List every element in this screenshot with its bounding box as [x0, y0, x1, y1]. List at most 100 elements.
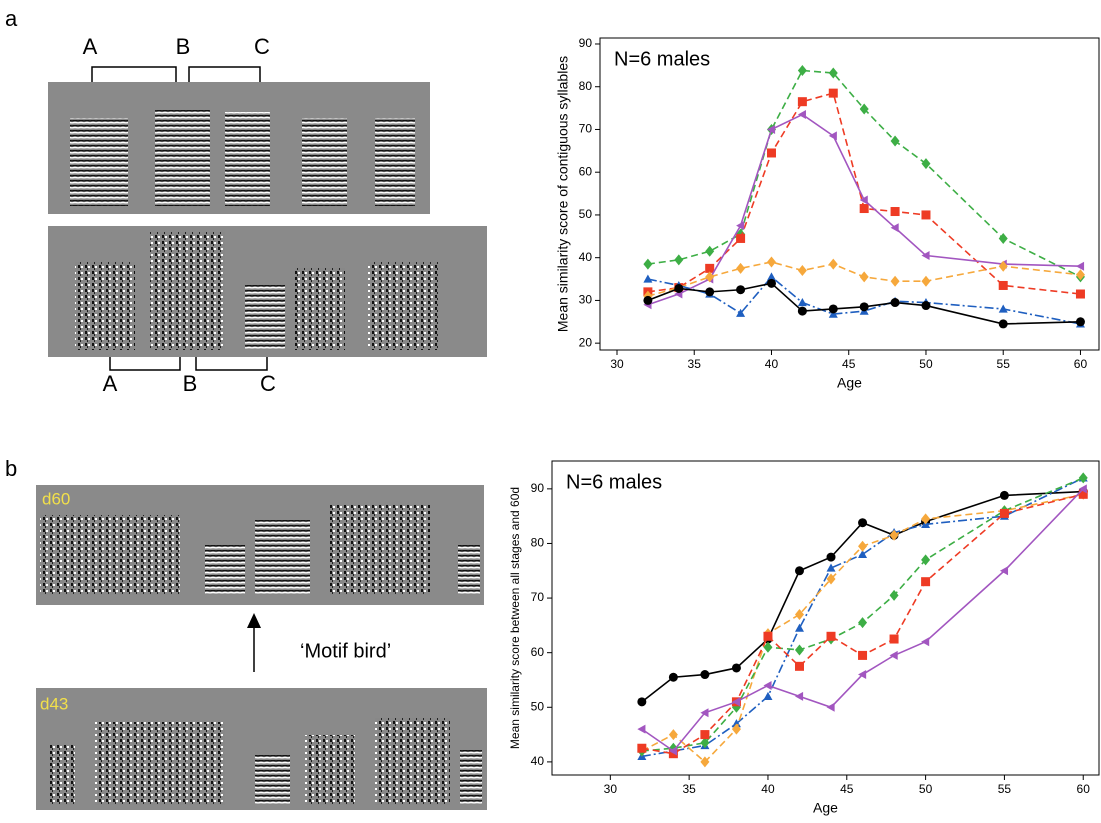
plot-frame	[551, 460, 1100, 776]
marker	[797, 306, 807, 316]
marker	[889, 589, 899, 601]
marker	[794, 691, 804, 701]
x-tick-label: 40	[765, 357, 779, 371]
marker	[794, 608, 804, 620]
marker	[643, 295, 653, 305]
y-tick-label: 80	[531, 536, 545, 550]
marker	[1078, 472, 1088, 484]
marker	[921, 577, 931, 587]
x-tick-label: 35	[682, 782, 696, 796]
y-tick-label: 70	[579, 122, 593, 136]
series-line	[647, 275, 1081, 325]
marker	[921, 275, 931, 287]
plot-frame	[599, 37, 1100, 351]
marker	[797, 64, 807, 76]
marker	[921, 554, 931, 566]
bracket	[91, 66, 261, 82]
y-axis-label: Mean similarity score between all stages…	[508, 487, 522, 749]
marker	[674, 254, 684, 266]
y-tick-label: 70	[531, 590, 545, 604]
marker	[731, 663, 741, 673]
marker	[828, 309, 838, 318]
series-line	[647, 69, 1081, 278]
y-axis-label: Mean similarity score of contiguous syll…	[555, 56, 571, 332]
marker	[858, 650, 868, 660]
series-line	[647, 92, 1081, 295]
marker	[766, 278, 776, 288]
y-tick-label: 90	[579, 36, 593, 50]
marker	[794, 661, 804, 671]
spectrogram	[36, 688, 487, 810]
spectrogram-label: d43	[40, 694, 68, 713]
marker	[700, 737, 710, 749]
x-tick-label: 50	[919, 782, 933, 796]
marker	[668, 746, 677, 756]
marker	[890, 275, 900, 287]
annotation: ‘Motif bird’	[300, 640, 391, 662]
syllable-label: C	[254, 34, 270, 59]
annotation: N=6 males	[566, 471, 662, 493]
x-tick-label: 45	[840, 782, 854, 796]
marker	[731, 697, 741, 707]
series-line	[641, 477, 1084, 758]
series-line	[647, 113, 1081, 306]
marker	[643, 258, 653, 270]
syllable-label: A	[83, 34, 98, 59]
marker	[999, 508, 1009, 518]
marker	[998, 304, 1008, 313]
marker	[643, 274, 653, 283]
marker	[766, 124, 776, 134]
x-tick-label: 60	[1074, 357, 1088, 371]
panel-label: b	[5, 456, 17, 481]
syllable-label: A	[103, 371, 118, 396]
marker	[736, 308, 746, 317]
marker	[998, 280, 1008, 290]
marker	[999, 490, 1009, 500]
marker	[797, 265, 807, 277]
marker	[828, 67, 838, 79]
marker	[1075, 261, 1085, 271]
marker	[797, 298, 807, 307]
marker	[828, 88, 838, 98]
marker	[826, 563, 836, 572]
marker	[668, 672, 678, 682]
marker	[763, 641, 773, 653]
x-tick-label: 60	[1077, 782, 1091, 796]
marker	[921, 158, 931, 170]
marker	[921, 301, 931, 311]
marker	[700, 730, 710, 740]
x-tick-label: 55	[997, 357, 1011, 371]
x-tick-label: 55	[998, 782, 1012, 796]
marker	[858, 617, 868, 629]
series-line	[641, 488, 1084, 753]
marker	[1075, 289, 1085, 299]
marker	[859, 195, 868, 205]
marker	[826, 552, 836, 562]
x-tick-label: 30	[610, 357, 624, 371]
x-tick-label: 40	[761, 782, 775, 796]
marker	[921, 251, 930, 261]
marker	[858, 540, 868, 552]
marker	[794, 644, 804, 656]
x-axis-label: Age	[837, 375, 862, 391]
marker	[826, 702, 835, 712]
marker	[890, 298, 900, 308]
marker	[797, 110, 806, 120]
marker	[794, 623, 804, 632]
marker	[828, 258, 838, 270]
marker	[705, 263, 715, 273]
marker	[859, 103, 869, 115]
marker	[921, 210, 931, 220]
marker	[637, 697, 647, 707]
marker	[705, 271, 715, 283]
marker	[889, 634, 899, 644]
marker	[794, 566, 804, 576]
syllable-label: C	[260, 371, 276, 396]
y-tick-label: 60	[579, 164, 593, 178]
x-tick-label: 45	[842, 357, 856, 371]
series-line	[647, 282, 1081, 325]
marker	[766, 256, 776, 268]
spectrogram	[48, 226, 487, 357]
marker	[668, 749, 678, 759]
y-tick-label: 30	[579, 293, 593, 307]
